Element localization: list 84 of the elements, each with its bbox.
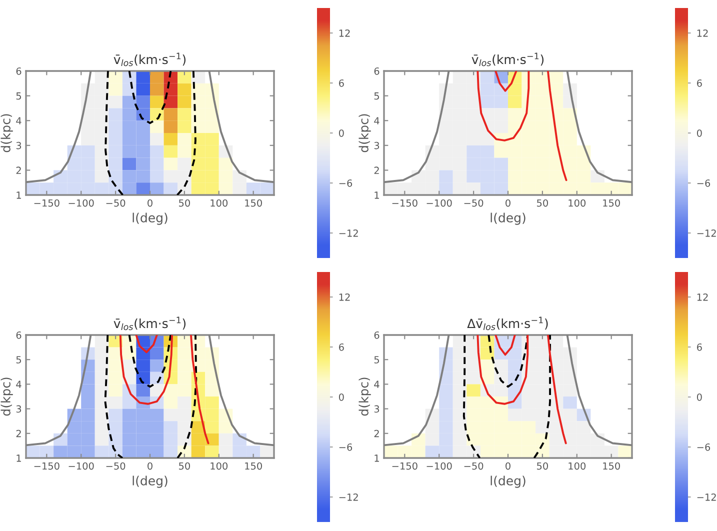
y-tick-label: 3 — [374, 142, 380, 150]
y-tick-label: 3 — [16, 405, 22, 413]
y-tick-label: 2 — [374, 166, 379, 174]
y-tick-label: 5 — [16, 356, 21, 364]
x-tick-label: 0 — [148, 199, 152, 207]
y-tick-label: 5 — [374, 356, 379, 364]
x-tick-label: −150 — [392, 199, 418, 207]
x-tick-label: −100 — [68, 199, 94, 207]
color-bar-label: 12 — [697, 293, 708, 301]
x-tick-label: −100 — [426, 462, 452, 470]
y-axis-title: d(kpc) — [358, 378, 371, 416]
chart-title: Δv̄$_{los}$(km·s$^{−1}$) — [467, 316, 548, 330]
y-tick-label: 2 — [374, 430, 379, 438]
color-bar-label: 12 — [339, 29, 350, 37]
y-tick-label: 5 — [374, 92, 379, 100]
y-tick-label: 1 — [16, 192, 21, 199]
x-tick-label: 100 — [210, 199, 228, 207]
y-tick-label: 4 — [16, 117, 22, 124]
chart-title: v̄$_{los}$(km·s$^{−1}$) — [114, 52, 186, 66]
y-tick-label: 2 — [16, 430, 21, 438]
x-axis-title: l(deg) — [490, 212, 526, 225]
x-axis-title: l(deg) — [132, 476, 168, 488]
x-tick-label: 50 — [179, 199, 190, 207]
x-tick-label: −100 — [426, 199, 452, 207]
y-tick-label: 6 — [16, 67, 22, 75]
x-tick-label: −150 — [34, 199, 60, 207]
x-tick-label: −50 — [106, 462, 126, 470]
color-bar-label: 12 — [697, 29, 708, 37]
y-tick-label: 1 — [374, 454, 379, 462]
x-tick-label: −50 — [464, 462, 484, 470]
x-tick-label: −100 — [68, 462, 94, 470]
color-bar-label: −6 — [697, 443, 710, 451]
x-tick-label: −50 — [464, 199, 484, 207]
y-tick-label: 1 — [374, 192, 379, 199]
y-tick-label: 6 — [374, 331, 380, 339]
color-bar-label: 12 — [339, 293, 350, 301]
y-tick-label: 3 — [374, 405, 380, 413]
color-bar-label: −12 — [697, 493, 716, 501]
x-tick-label: 50 — [179, 462, 190, 470]
chart-title: v̄$_{los}$(km·s$^{−1}$) — [472, 52, 544, 66]
color-bar-label: −6 — [339, 443, 352, 451]
color-bar-label: 0 — [338, 393, 344, 401]
y-axis-title: d(kpc) — [0, 114, 13, 152]
color-bar-label: 6 — [697, 343, 702, 351]
x-tick-label: 150 — [245, 462, 262, 470]
y-tick-label: 2 — [16, 166, 21, 174]
x-tick-label: 50 — [537, 462, 548, 470]
x-tick-label: 150 — [603, 462, 620, 470]
x-tick-label: 50 — [537, 199, 548, 207]
color-bar-label: −12 — [339, 493, 358, 501]
color-bar-label: 0 — [338, 129, 344, 137]
x-axis-title: l(deg) — [490, 476, 526, 488]
y-tick-label: 4 — [374, 117, 380, 124]
y-tick-label: 5 — [16, 92, 21, 100]
x-tick-label: 150 — [603, 199, 620, 207]
color-bar-label: −12 — [697, 229, 716, 237]
chart-title: v̄$_{los}$(km·s$^{−1}$) — [114, 316, 186, 330]
color-bar-label: −12 — [339, 229, 358, 237]
x-tick-label: 100 — [210, 462, 228, 470]
color-bar-label: 6 — [339, 343, 344, 351]
x-tick-label: 0 — [148, 462, 152, 470]
x-tick-label: 0 — [506, 199, 510, 207]
y-axis-title: d(kpc) — [0, 378, 13, 416]
y-tick-label: 6 — [374, 67, 380, 75]
x-tick-label: 100 — [568, 199, 586, 207]
y-tick-label: 6 — [16, 331, 22, 339]
x-tick-label: 0 — [506, 462, 510, 470]
x-tick-label: 150 — [245, 199, 262, 207]
y-axis-title: d(kpc) — [358, 114, 371, 152]
x-tick-label: −150 — [392, 462, 418, 470]
x-tick-label: −50 — [106, 199, 126, 207]
color-bar-label: 0 — [696, 393, 702, 401]
y-tick-label: 1 — [16, 454, 21, 462]
color-bar-label: 6 — [339, 79, 344, 87]
x-tick-label: 100 — [568, 462, 586, 470]
color-bar-label: −6 — [339, 179, 352, 187]
color-bar-label: 0 — [696, 129, 702, 137]
y-tick-label: 3 — [16, 142, 22, 150]
color-bar-label: 6 — [697, 79, 702, 87]
y-tick-label: 4 — [374, 380, 380, 388]
x-tick-label: −150 — [34, 462, 60, 470]
x-axis-title: l(deg) — [132, 212, 168, 225]
y-tick-label: 4 — [16, 380, 22, 388]
color-bar-label: −6 — [697, 179, 710, 187]
